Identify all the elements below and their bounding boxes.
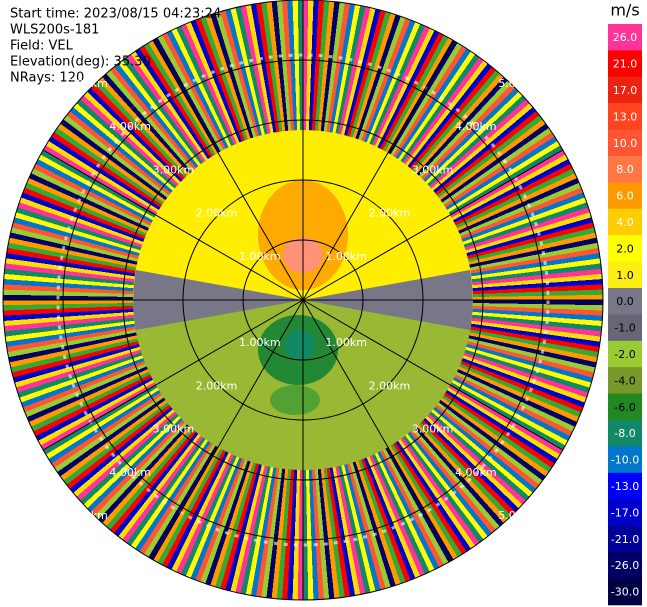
range-label: 2.00km — [196, 207, 238, 220]
range-ring — [2, 0, 604, 601]
colorbar-cell — [608, 235, 642, 263]
colorbar: m/s 26.0 21.0 17.0 13.0 10.0 8.0 6.0 4.0 2.0 1.0 0.… — [608, 1, 642, 606]
spoke — [302, 299, 564, 451]
colorbar-label: 13.0 — [613, 110, 638, 123]
colorbar-label: -2.0 — [614, 348, 635, 361]
range-label: 4.00km — [455, 120, 497, 133]
header-line: Start time: 2023/08/15 04:23:24 — [10, 7, 221, 22]
colorbar-label: -26.0 — [611, 559, 639, 572]
spoke — [152, 299, 304, 561]
spoke — [302, 299, 454, 561]
colorbar-cell — [608, 208, 642, 236]
range-label: 2.00km — [196, 379, 238, 392]
colorbar-label: 6.0 — [616, 190, 634, 203]
range-ring — [122, 119, 484, 481]
colorbar-label: 10.0 — [613, 137, 638, 150]
spoke — [152, 39, 304, 301]
range-ring — [242, 239, 364, 361]
range-label: 1.00km — [239, 250, 281, 263]
range-label: 3.00km — [412, 423, 454, 436]
spoke — [42, 299, 304, 451]
range-label: 1.00km — [325, 336, 367, 349]
colorbar-cell — [608, 578, 642, 606]
colorbar-cell — [608, 472, 642, 500]
range-label: 5.00km — [66, 77, 108, 90]
colorbar-cell — [608, 420, 642, 447]
colorbar-label: -13.0 — [611, 480, 639, 493]
spoke — [302, 39, 454, 301]
colorbar-cell — [608, 76, 642, 104]
range-label: 3.00km — [412, 163, 454, 176]
header-line: WLS200s-181 — [10, 23, 99, 38]
colorbar-label: 8.0 — [616, 163, 634, 176]
colorbar-label: -6.0 — [614, 401, 635, 414]
colorbar-label: -1.0 — [614, 322, 635, 335]
colorbar-label: -10.0 — [611, 454, 639, 467]
colorbar-unit: m/s — [610, 1, 639, 20]
header-line: Elevation(deg): 35.30 — [10, 55, 151, 70]
colorbar-label: -21.0 — [611, 533, 639, 546]
colorbar-label: -8.0 — [614, 427, 635, 440]
colorbar-cell — [608, 103, 642, 131]
range-grid — [2, 0, 604, 601]
range-label: 4.00km — [109, 120, 151, 133]
colorbar-label: 0.0 — [616, 295, 634, 308]
range-label: 3.00km — [153, 423, 195, 436]
colorbar-cell — [608, 314, 642, 342]
range-label: 5.00km — [498, 509, 540, 522]
colorbar-label: -4.0 — [614, 374, 635, 387]
colorbar-label: 2.0 — [616, 242, 634, 255]
colorbar-cell — [608, 367, 642, 395]
range-label: 1.00km — [239, 336, 281, 349]
range-ring — [62, 59, 544, 541]
colorbar-cell — [608, 525, 642, 553]
colorbar-cell — [608, 261, 642, 289]
spoke — [302, 149, 564, 301]
colorbar-cell — [608, 50, 642, 78]
header: Start time: 2023/08/15 04:23:24WLS200s-1… — [10, 7, 221, 86]
colorbar-cell — [608, 129, 642, 157]
colorbar-label: 21.0 — [613, 58, 638, 71]
colorbar-cell — [608, 340, 642, 368]
range-label: 3.00km — [153, 163, 195, 176]
colorbar-label: 1.0 — [616, 269, 634, 282]
range-label: 5.00km — [498, 77, 540, 90]
colorbar-cell — [608, 499, 642, 527]
header-line: Field: VEL — [10, 39, 74, 54]
colorbar-label: 4.0 — [616, 216, 634, 229]
colorbar-label: -17.0 — [611, 506, 639, 519]
colorbar-cell — [608, 182, 642, 210]
colorbar-cell — [608, 446, 642, 474]
colorbar-label: 17.0 — [613, 84, 638, 97]
header-line: NRays: 120 — [10, 71, 84, 86]
range-label: 2.00km — [369, 379, 411, 392]
colorbar-cell — [608, 288, 642, 315]
colorbar-label: -30.0 — [611, 586, 639, 599]
colorbar-label: 26.0 — [613, 31, 638, 44]
range-label: 4.00km — [109, 466, 151, 479]
range-ring — [182, 179, 424, 421]
spoke — [42, 149, 304, 301]
colorbar-cell — [608, 24, 642, 51]
range-label: 4.00km — [455, 466, 497, 479]
range-label: 5.00km — [66, 509, 108, 522]
range-label: 2.00km — [369, 207, 411, 220]
colorbar-cell — [608, 156, 642, 183]
colorbar-cell — [608, 393, 642, 421]
colorbar-cell — [608, 552, 642, 579]
range-label: 1.00km — [325, 250, 367, 263]
